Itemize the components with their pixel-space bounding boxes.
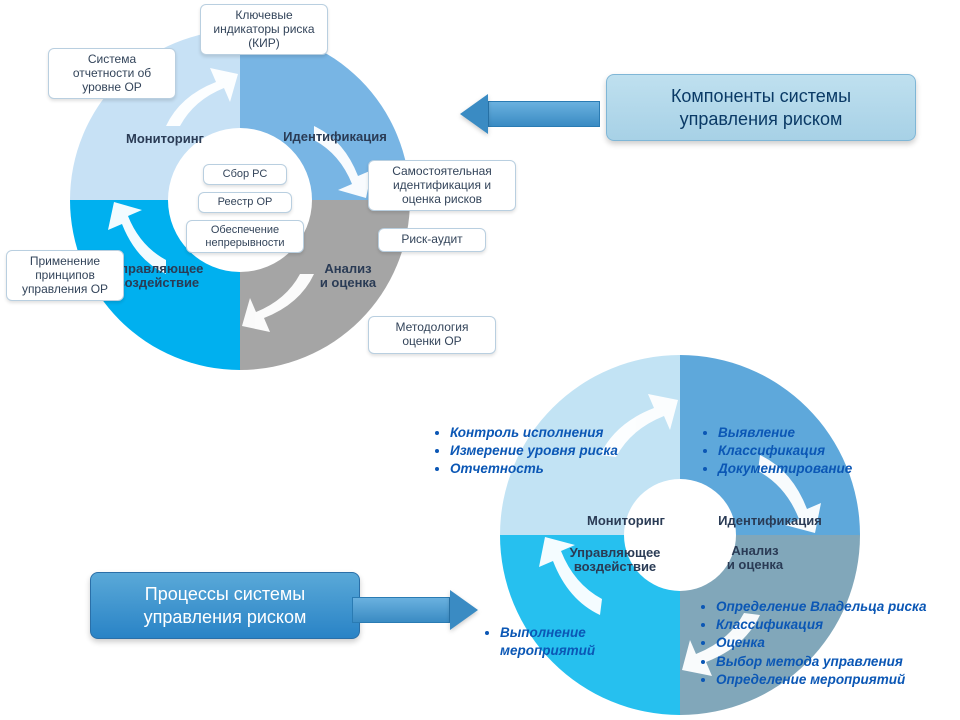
bottom-q2-bullets: Определение Владельца риска Классификаци… [700,598,960,689]
bottom-q4-bullets: Контроль исполнения Измерение уровня рис… [434,424,674,479]
bottom-q2-bullet-1: Определение Владельца риска [716,598,960,616]
bottom-q2-bullet-3: Оценка [716,634,960,652]
panel-components: Компоненты системы управления риском [606,74,916,141]
bottom-q4-bullet-2: Измерение уровня риска [450,442,674,460]
bottom-q2-bullet-2: Классификация [716,616,960,634]
bottom-q3-label: Управляющее воздействие [550,546,680,575]
top-q1-label: Идентификация [275,130,395,144]
arrow-to-bottom-circle [352,590,478,630]
top-satellite-principles: Применение принципов управления ОР [6,250,124,301]
bottom-q2-bullet-5: Определение мероприятий [716,671,960,689]
bottom-q1-bullet-2: Классификация [718,442,912,460]
bottom-q1-bullet-1: Выявление [718,424,912,442]
arrow-to-top-circle [460,94,600,134]
bottom-q1-label: Идентификация [700,514,840,528]
panel-components-line2: управления риском [621,108,901,131]
bottom-q3-bullets: Выполнение мероприятий [484,624,654,660]
top-satellite-risk-audit: Риск-аудит [378,228,486,252]
bottom-q4-label: Мониторинг [566,514,686,528]
bottom-q3-bullet-1: Выполнение мероприятий [500,624,654,660]
top-satellite-self-id: Самостоятельная идентификация и оценка р… [368,160,516,211]
bottom-q1-bullet-3: Документирование [718,460,912,478]
top-satellite-kri: Ключевые индикаторы риска (КИР) [200,4,328,55]
top-center-item-3: Обеспечение непрерывности [186,220,304,253]
top-q4-label: Мониторинг [110,132,220,146]
bottom-q2-bullet-4: Выбор метода управления [716,653,960,671]
top-satellite-reporting: Система отчетности об уровне ОР [48,48,176,99]
panel-processes-line2: управления риском [105,606,345,629]
bottom-q2-label: Анализ и оценка [700,544,810,573]
bottom-q4-bullet-1: Контроль исполнения [450,424,674,442]
top-center-item-1: Сбор РС [203,164,287,185]
panel-processes: Процессы системы управления риском [90,572,360,639]
panel-components-line1: Компоненты системы [621,85,901,108]
bottom-q1-bullets: Выявление Классификация Документирование [702,424,912,479]
top-center-item-2: Реестр ОР [198,192,292,213]
panel-processes-line1: Процессы системы [105,583,345,606]
top-q2-label: Анализ и оценка [298,262,398,291]
top-satellite-methodology: Методология оценки ОР [368,316,496,354]
bottom-q4-bullet-3: Отчетность [450,460,674,478]
